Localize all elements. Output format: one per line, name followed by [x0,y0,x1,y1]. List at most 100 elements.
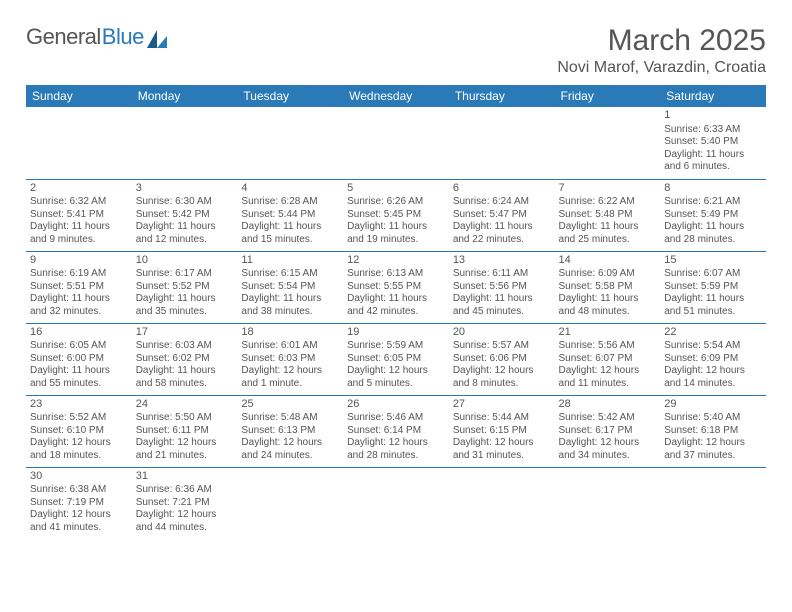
day-number: 2 [30,182,128,196]
calendar-row: 30Sunrise: 6:38 AMSunset: 7:19 PMDayligh… [26,467,766,539]
calendar-cell: 14Sunrise: 6:09 AMSunset: 5:58 PMDayligh… [555,251,661,323]
sunset-line: Sunset: 6:17 PM [559,425,657,438]
calendar-cell [660,467,766,539]
calendar-cell: 31Sunrise: 6:36 AMSunset: 7:21 PMDayligh… [132,467,238,539]
sunset-line: Sunset: 6:14 PM [347,425,445,438]
daylight-line: Daylight: 11 hours and 15 minutes. [241,221,339,246]
daylight-line: Daylight: 11 hours and 25 minutes. [559,221,657,246]
sunset-line: Sunset: 6:15 PM [453,425,551,438]
sunrise-line: Sunrise: 5:54 AM [664,340,762,353]
sunset-line: Sunset: 5:45 PM [347,209,445,222]
sunrise-line: Sunrise: 6:01 AM [241,340,339,353]
calendar-cell: 7Sunrise: 6:22 AMSunset: 5:48 PMDaylight… [555,179,661,251]
calendar-cell [26,107,132,179]
sunset-line: Sunset: 7:19 PM [30,497,128,510]
sunset-line: Sunset: 6:03 PM [241,353,339,366]
sunset-line: Sunset: 6:07 PM [559,353,657,366]
daylight-line: Daylight: 11 hours and 58 minutes. [136,365,234,390]
location: Novi Marof, Varazdin, Croatia [557,59,766,77]
calendar-cell: 18Sunrise: 6:01 AMSunset: 6:03 PMDayligh… [237,323,343,395]
sunrise-line: Sunrise: 6:13 AM [347,268,445,281]
day-number: 13 [453,254,551,268]
day-number: 1 [664,109,762,123]
weekday-header: Sunday [26,85,132,107]
day-number: 19 [347,326,445,340]
sunset-line: Sunset: 6:06 PM [453,353,551,366]
daylight-line: Daylight: 12 hours and 34 minutes. [559,437,657,462]
day-number: 22 [664,326,762,340]
calendar-cell: 8Sunrise: 6:21 AMSunset: 5:49 PMDaylight… [660,179,766,251]
sunset-line: Sunset: 6:05 PM [347,353,445,366]
day-number: 16 [30,326,128,340]
calendar-row: 23Sunrise: 5:52 AMSunset: 6:10 PMDayligh… [26,395,766,467]
sunrise-line: Sunrise: 6:32 AM [30,196,128,209]
daylight-line: Daylight: 12 hours and 21 minutes. [136,437,234,462]
calendar-cell: 9Sunrise: 6:19 AMSunset: 5:51 PMDaylight… [26,251,132,323]
sunset-line: Sunset: 6:13 PM [241,425,339,438]
daylight-line: Daylight: 12 hours and 44 minutes. [136,509,234,534]
daylight-line: Daylight: 11 hours and 55 minutes. [30,365,128,390]
daylight-line: Daylight: 12 hours and 24 minutes. [241,437,339,462]
sunrise-line: Sunrise: 5:40 AM [664,412,762,425]
logo-text-general: General [26,24,101,50]
calendar-cell: 3Sunrise: 6:30 AMSunset: 5:42 PMDaylight… [132,179,238,251]
daylight-line: Daylight: 12 hours and 5 minutes. [347,365,445,390]
calendar-cell [343,107,449,179]
daylight-line: Daylight: 11 hours and 6 minutes. [664,149,762,174]
sunrise-line: Sunrise: 5:44 AM [453,412,551,425]
daylight-line: Daylight: 11 hours and 12 minutes. [136,221,234,246]
calendar-cell: 26Sunrise: 5:46 AMSunset: 6:14 PMDayligh… [343,395,449,467]
calendar-row: 2Sunrise: 6:32 AMSunset: 5:41 PMDaylight… [26,179,766,251]
weekday-header: Wednesday [343,85,449,107]
sunrise-line: Sunrise: 5:46 AM [347,412,445,425]
weekday-header: Thursday [449,85,555,107]
sunset-line: Sunset: 5:42 PM [136,209,234,222]
calendar-cell: 12Sunrise: 6:13 AMSunset: 5:55 PMDayligh… [343,251,449,323]
calendar-cell [555,107,661,179]
logo-text-blue: Blue [102,24,144,50]
daylight-line: Daylight: 12 hours and 1 minute. [241,365,339,390]
daylight-line: Daylight: 11 hours and 35 minutes. [136,293,234,318]
calendar-cell: 1Sunrise: 6:33 AMSunset: 5:40 PMDaylight… [660,107,766,179]
sunset-line: Sunset: 5:40 PM [664,136,762,149]
sunrise-line: Sunrise: 6:15 AM [241,268,339,281]
daylight-line: Daylight: 12 hours and 37 minutes. [664,437,762,462]
sunrise-line: Sunrise: 6:07 AM [664,268,762,281]
daylight-line: Daylight: 11 hours and 22 minutes. [453,221,551,246]
sunset-line: Sunset: 5:47 PM [453,209,551,222]
day-number: 7 [559,182,657,196]
calendar-cell: 20Sunrise: 5:57 AMSunset: 6:06 PMDayligh… [449,323,555,395]
day-number: 15 [664,254,762,268]
day-number: 14 [559,254,657,268]
sunset-line: Sunset: 5:49 PM [664,209,762,222]
daylight-line: Daylight: 11 hours and 51 minutes. [664,293,762,318]
sunrise-line: Sunrise: 6:24 AM [453,196,551,209]
calendar-cell: 4Sunrise: 6:28 AMSunset: 5:44 PMDaylight… [237,179,343,251]
sunset-line: Sunset: 5:41 PM [30,209,128,222]
sunset-line: Sunset: 5:56 PM [453,281,551,294]
day-number: 9 [30,254,128,268]
daylight-line: Daylight: 12 hours and 14 minutes. [664,365,762,390]
sunrise-line: Sunrise: 5:56 AM [559,340,657,353]
sunrise-line: Sunrise: 5:48 AM [241,412,339,425]
calendar-cell [449,107,555,179]
calendar-cell: 19Sunrise: 5:59 AMSunset: 6:05 PMDayligh… [343,323,449,395]
sunset-line: Sunset: 5:51 PM [30,281,128,294]
sunset-line: Sunset: 5:44 PM [241,209,339,222]
calendar-cell: 24Sunrise: 5:50 AMSunset: 6:11 PMDayligh… [132,395,238,467]
sunset-line: Sunset: 5:58 PM [559,281,657,294]
sunrise-line: Sunrise: 6:19 AM [30,268,128,281]
calendar-cell: 28Sunrise: 5:42 AMSunset: 6:17 PMDayligh… [555,395,661,467]
calendar-row: 9Sunrise: 6:19 AMSunset: 5:51 PM Daylight… [26,251,766,323]
daylight-line: Daylight: 11 hours and 9 minutes. [30,221,128,246]
day-number: 29 [664,398,762,412]
daylight-line: Daylight: 12 hours and 18 minutes. [30,437,128,462]
calendar-cell: 10Sunrise: 6:17 AMSunset: 5:52 PMDayligh… [132,251,238,323]
sunrise-line: Sunrise: 6:09 AM [559,268,657,281]
day-number: 18 [241,326,339,340]
sunrise-line: Sunrise: 6:36 AM [136,484,234,497]
calendar-cell: 2Sunrise: 6:32 AMSunset: 5:41 PMDaylight… [26,179,132,251]
calendar-cell: 16Sunrise: 6:05 AMSunset: 6:00 PMDayligh… [26,323,132,395]
sunrise-line: Sunrise: 5:57 AM [453,340,551,353]
calendar-cell: 23Sunrise: 5:52 AMSunset: 6:10 PMDayligh… [26,395,132,467]
